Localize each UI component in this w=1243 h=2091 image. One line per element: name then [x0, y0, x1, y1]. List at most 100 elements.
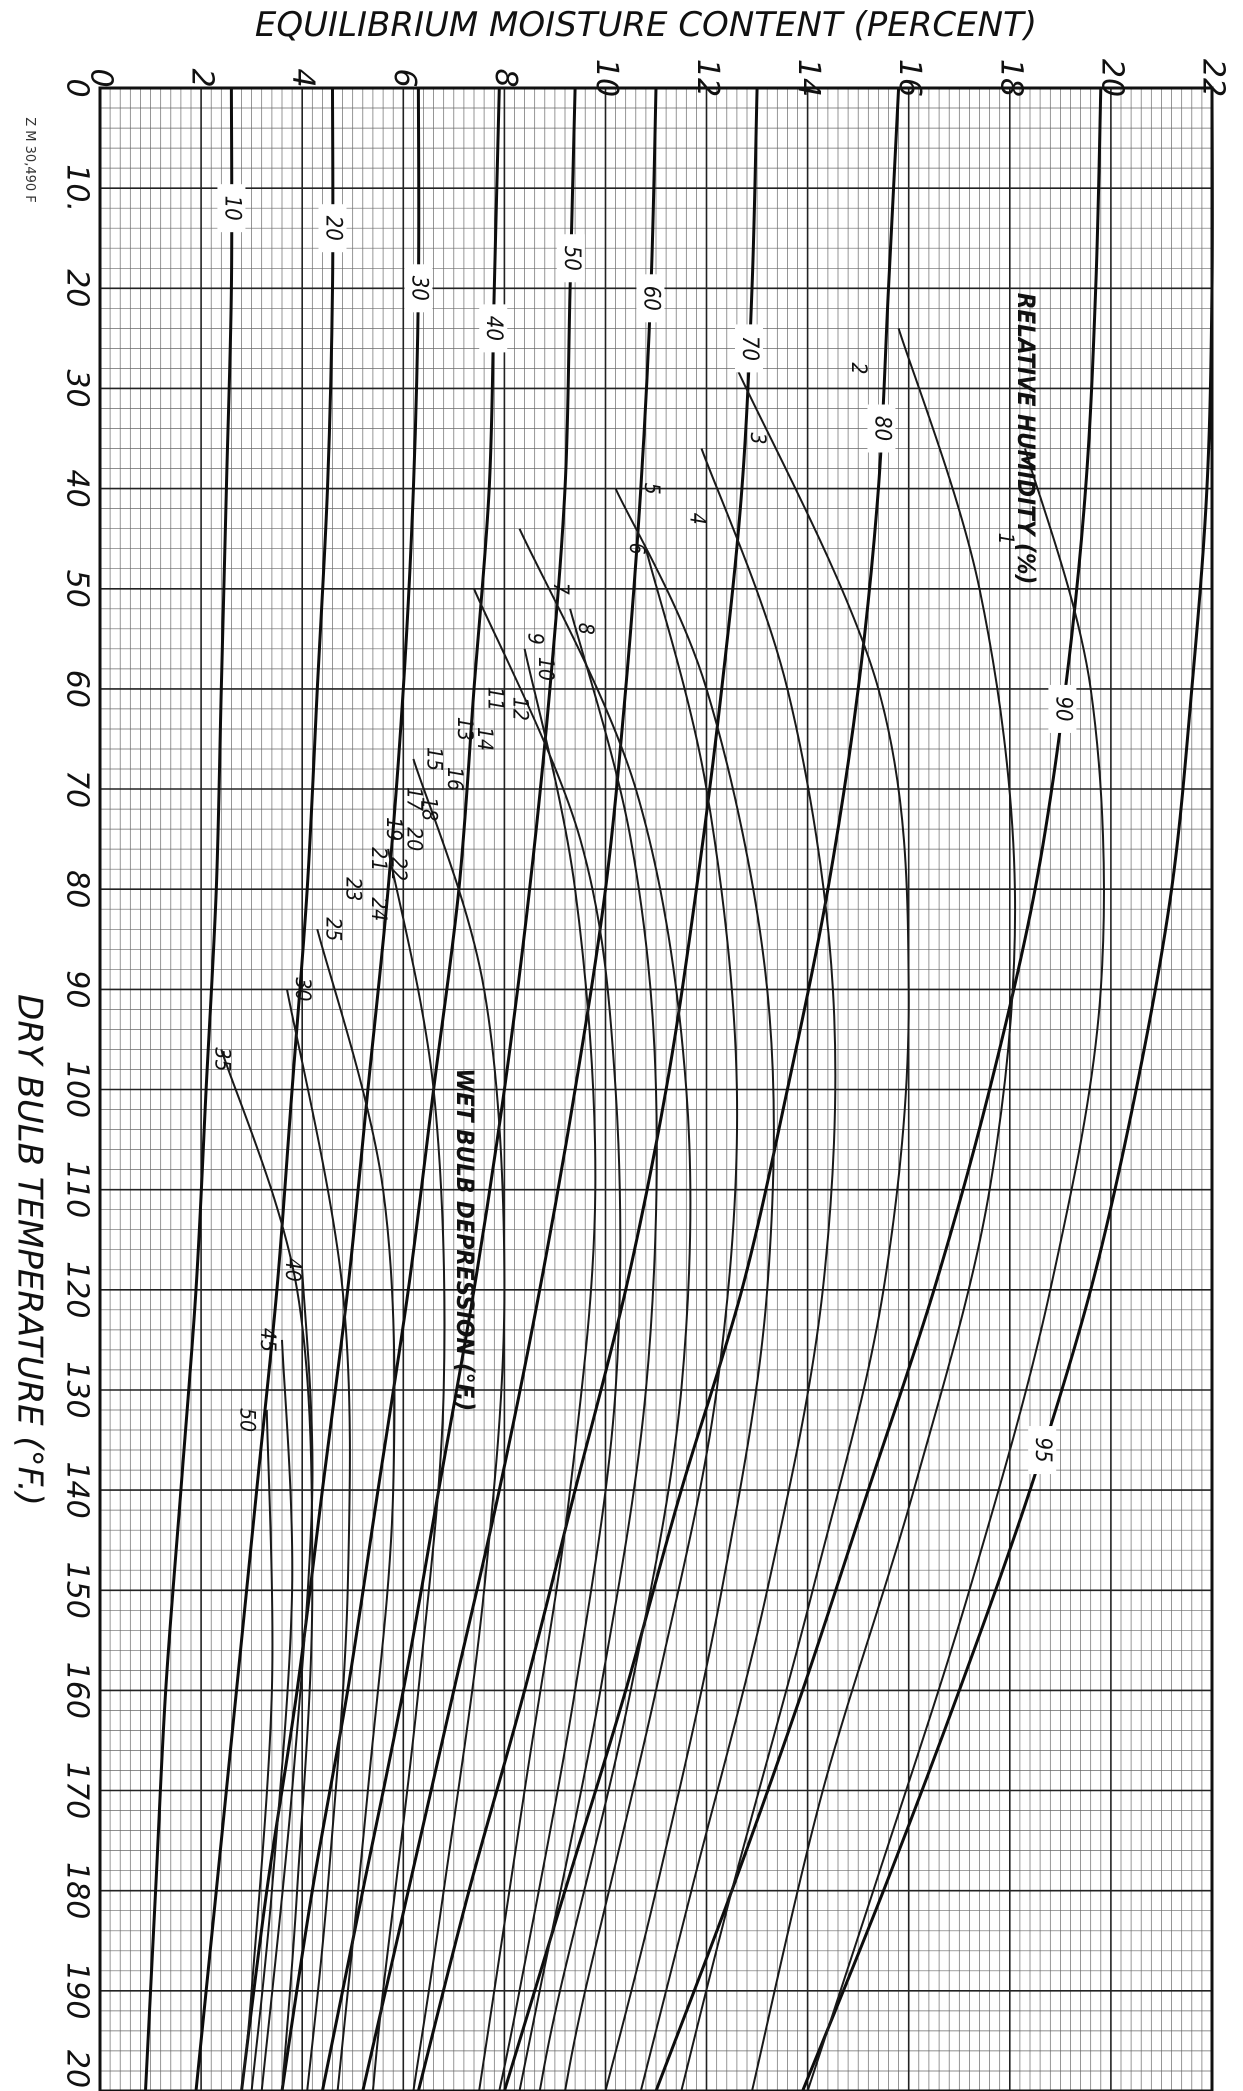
x-tick-label: 110	[60, 1161, 95, 1218]
wb-curve-3	[680, 367, 910, 2091]
rh-curve-30	[240, 87, 421, 2091]
y-tick-label: 2	[185, 68, 220, 87]
wb-curve-10	[478, 648, 597, 2091]
wb-curve-30	[286, 989, 351, 2091]
rh-label-background	[556, 234, 585, 283]
wet-bulb-depression-annotation: WET BULB DEPRESSION (°F.)	[451, 1068, 479, 1411]
wb-curve-7	[518, 528, 692, 2091]
rh-label-background	[1028, 1426, 1057, 1475]
wb-depression-label: 19	[382, 817, 406, 841]
wb-depression-label: 1	[994, 533, 1018, 545]
rh-curve-70	[416, 87, 759, 2091]
wb-depression-label: 21	[367, 847, 391, 871]
wb-depression-label: 20	[402, 827, 426, 851]
rh-curve-label: 30	[406, 276, 431, 301]
x-tick-label: 70	[60, 770, 95, 808]
wb-curve-9	[473, 588, 622, 2091]
wb-curve-15	[412, 758, 506, 2091]
wb-depression-label: 30	[291, 977, 315, 1001]
rh-curve-50	[320, 87, 577, 2091]
rh-curve-95	[801, 87, 1214, 2091]
wb-curve-1	[806, 448, 1105, 2091]
rh-curve-label: 80	[869, 416, 894, 441]
wb-curve-25	[316, 929, 396, 2091]
rh-curve-label: 90	[1050, 696, 1075, 721]
wb-depression-label: 16	[443, 767, 467, 791]
wb-depression-label: 4	[685, 513, 709, 525]
stamp-text: Z M 30,490 F	[22, 117, 37, 202]
wb-curve-45	[250, 1339, 294, 2091]
rh-curve-label: 95	[1030, 1437, 1055, 1462]
y-axis-ticks: 0 2 4 6 8 10 12 14 16 18 20 22	[84, 59, 1231, 97]
x-axis-ticks: 0 10. 20 30 40 50 60 70 80 90 100 110 120 130 140 150 16…	[60, 78, 95, 2088]
wb-curve-20	[371, 848, 446, 2091]
wb-depression-label: 14	[473, 727, 497, 751]
wb-depression-label: 50	[236, 1408, 260, 1432]
x-tick-label: 90	[60, 970, 95, 1008]
x-tick-label: 150	[60, 1562, 95, 1619]
wb-curve-6	[564, 548, 739, 2091]
wb-depression-label: 2	[847, 362, 871, 374]
rh-label-background	[867, 404, 896, 453]
rh-curve-label: 10	[219, 196, 244, 221]
y-tick-label: 12	[690, 59, 725, 97]
x-tick-label: 120	[60, 1261, 95, 1318]
wb-depression-label: 6	[625, 543, 649, 555]
wb-depression-label: 13	[453, 717, 477, 741]
rh-label-background	[479, 304, 508, 353]
wb-depression-label: 8	[574, 623, 598, 635]
wb-depression-label: 18	[418, 797, 442, 821]
rh-curve-label: 70	[737, 336, 762, 361]
wb-depression-label: 5	[640, 483, 664, 495]
wb-curve-5	[604, 488, 775, 2091]
x-tick-label: 40	[60, 470, 95, 508]
x-tick-label: 10.	[60, 164, 95, 212]
rh-curve-60	[361, 87, 658, 2091]
x-tick-label: 170	[60, 1762, 95, 1819]
wb-curve-50	[240, 1409, 274, 2091]
rh-curve-label: 50	[559, 246, 584, 271]
rh-curve-label: 60	[638, 286, 663, 311]
x-tick-label: 80	[60, 870, 95, 908]
x-tick-label: 20	[60, 269, 95, 307]
rh-curve-10	[144, 87, 234, 2091]
wb-depression-label: 10	[534, 657, 558, 681]
wb-curve-2	[751, 328, 1017, 2091]
x-tick-label: 50	[60, 570, 95, 608]
x-tick-label: 0	[60, 78, 95, 97]
y-tick-label: 16	[892, 59, 927, 97]
x-tick-label: 100	[60, 1061, 95, 1118]
wb-depression-label: 9	[524, 633, 548, 645]
x-tick-label: 140	[60, 1461, 95, 1518]
y-tick-label: 20	[1094, 59, 1129, 97]
rh-label-background	[636, 274, 665, 323]
wb-curve-4	[639, 448, 837, 2091]
wb-depression-label: 24	[367, 897, 391, 921]
rh-label-background	[318, 204, 347, 253]
x-tick-label: 160	[60, 1662, 95, 1719]
wb-depression-label: 3	[746, 433, 770, 445]
y-tick-label: 0	[84, 68, 119, 87]
wb-curve-40	[260, 1269, 314, 2091]
wb-depression-label: 17	[402, 787, 426, 811]
wet-bulb-depression-curves	[220, 328, 1105, 2091]
y-tick-label: 10	[589, 59, 624, 97]
y-tick-label: 6	[387, 68, 422, 87]
y-axis-title: EQUILIBRIUM MOISTURE CONTENT (PERCENT)	[255, 5, 1037, 45]
x-tick-label: 180	[60, 1862, 95, 1919]
wb-depression-label: 35	[210, 1047, 234, 1071]
wb-depression-label: 7	[549, 583, 573, 595]
rh-curve-20	[194, 87, 335, 2091]
wb-depression-label: 25	[322, 917, 346, 941]
chart-annotations: RELATIVE HUMIDITY (%) WET BULB DEPRESSION…	[451, 293, 1040, 1411]
x-tick-label: 30	[60, 369, 95, 407]
wb-depression-label: 15	[423, 747, 447, 771]
rh-label-background	[735, 324, 764, 373]
rh-label-background	[217, 184, 246, 233]
y-tick-label: 8	[488, 68, 523, 87]
x-tick-label: 20	[60, 2050, 95, 2088]
